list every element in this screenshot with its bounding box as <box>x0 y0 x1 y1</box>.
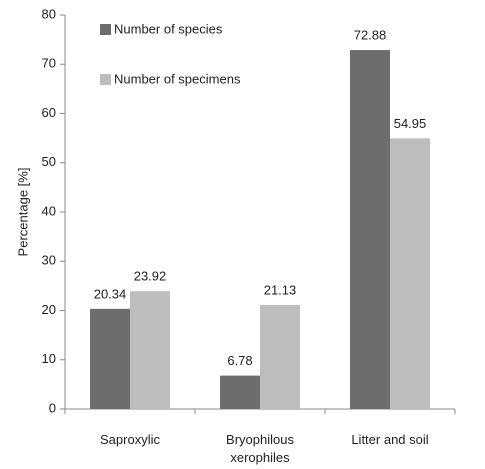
bar <box>220 375 260 409</box>
data-label: 6.78 <box>227 353 252 368</box>
y-tick-label: 80 <box>42 6 56 21</box>
bar <box>90 308 130 409</box>
data-label: 54.95 <box>394 116 427 131</box>
data-label: 21.13 <box>264 282 297 297</box>
y-axis-label: Percentage [%] <box>15 168 30 257</box>
legend-label: Number of specimens <box>114 71 241 86</box>
x-tick-label: Litter and soil <box>351 432 429 447</box>
data-label: 20.34 <box>94 286 127 301</box>
y-tick-label: 10 <box>42 351 56 366</box>
y-tick-label: 0 <box>49 400 56 415</box>
bar <box>130 291 170 409</box>
x-tick-label: Saproxylic <box>100 432 160 447</box>
bar <box>350 50 390 409</box>
y-tick-label: 50 <box>42 154 56 169</box>
data-label: 72.88 <box>354 28 387 43</box>
legend-swatch <box>100 24 111 35</box>
y-tick-label: 20 <box>42 302 56 317</box>
y-tick-label: 70 <box>42 56 56 71</box>
data-label: 23.92 <box>134 269 167 284</box>
bar <box>260 304 300 409</box>
y-tick-label: 40 <box>42 203 56 218</box>
legend-swatch <box>100 74 111 85</box>
legend-label: Number of species <box>114 21 223 36</box>
bar <box>390 138 430 409</box>
x-tick-label: Bryophilous xerophiles <box>226 432 294 465</box>
y-tick-label: 60 <box>42 105 56 120</box>
y-tick-label: 30 <box>42 253 56 268</box>
